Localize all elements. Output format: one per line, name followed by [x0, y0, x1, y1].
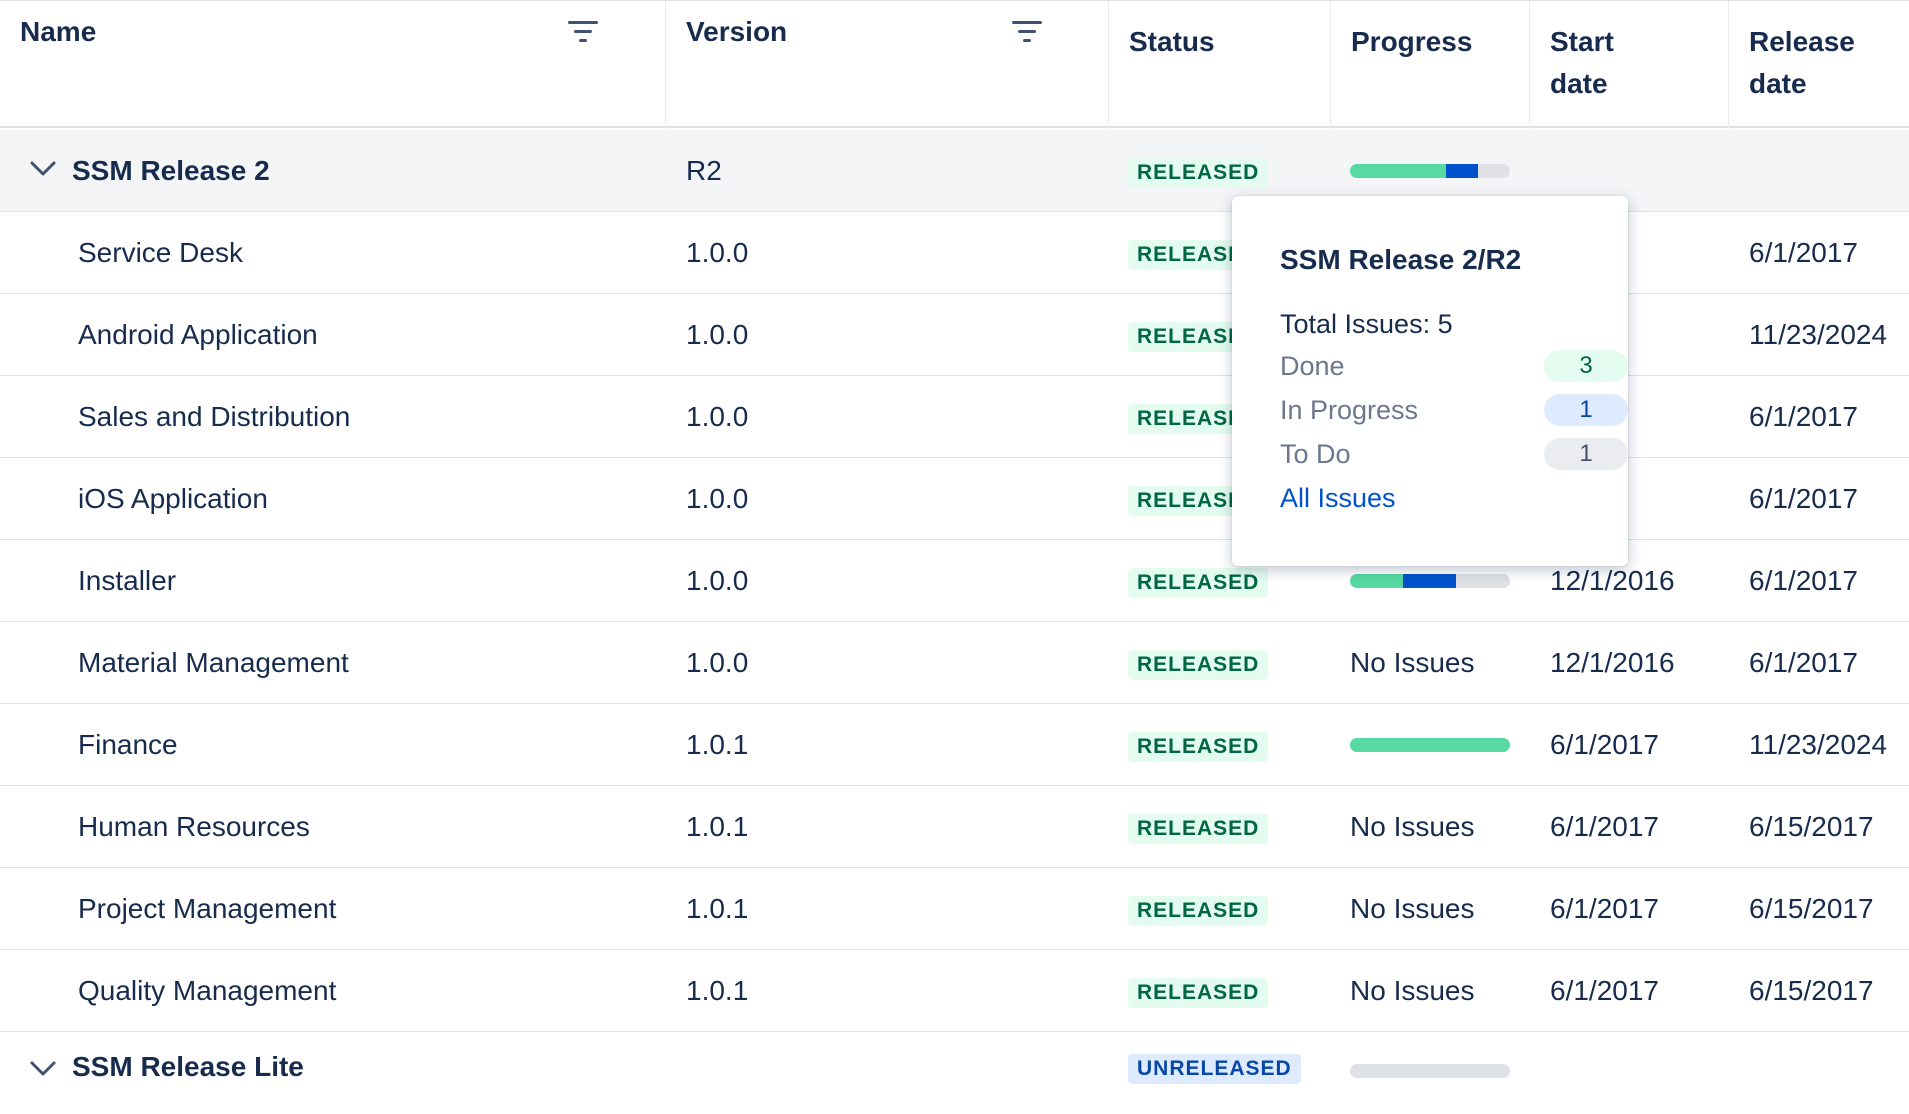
version-number: 1.0.0	[686, 483, 749, 514]
table-row[interactable]: Quality Management 1.0.1 RELEASED No Iss…	[0, 950, 1909, 1032]
status-badge: RELEASED	[1128, 130, 1269, 212]
release-date: 6/1/2017	[1749, 647, 1858, 678]
release-date: 6/1/2017	[1749, 237, 1858, 268]
table-row[interactable]: Installer 1.0.0 RELEASED 12/1/2016 6/1/2…	[0, 540, 1909, 622]
release-date: 6/15/2017	[1749, 975, 1874, 1006]
table-row[interactable]: Material Management 1.0.0 RELEASED No Is…	[0, 622, 1909, 704]
chevron-down-icon[interactable]	[28, 154, 58, 184]
column-header-start-date[interactable]: Start date	[1529, 1, 1728, 129]
filter-icon[interactable]	[1012, 19, 1042, 45]
popup-title: SSM Release 2/R2	[1280, 244, 1522, 275]
start-date: 6/1/2017	[1550, 893, 1659, 924]
progress-popup: SSM Release 2/R2 Total Issues: 5 Done 3 …	[1232, 196, 1628, 566]
column-header-version[interactable]: Version	[665, 1, 1108, 129]
progress-done-segment	[1350, 738, 1510, 752]
popup-in-progress-row: In Progress 1	[1280, 392, 1628, 428]
version-number: 1.0.1	[686, 975, 749, 1006]
version-name[interactable]: Android Application	[78, 319, 318, 350]
start-date: 6/1/2017	[1550, 975, 1659, 1006]
start-date: 6/1/2017	[1550, 729, 1659, 760]
version-number: 1.0.0	[686, 319, 749, 350]
progress-done-segment	[1350, 164, 1446, 178]
status-badge: RELEASED	[1128, 786, 1269, 868]
progress-text: No Issues	[1350, 975, 1475, 1006]
release-date: 11/23/2024	[1749, 729, 1888, 760]
progress-text: No Issues	[1350, 647, 1475, 678]
version-name[interactable]: Quality Management	[78, 975, 337, 1006]
version-name[interactable]: Finance	[78, 729, 178, 760]
progress-bar[interactable]	[1350, 1064, 1510, 1078]
progress-bar[interactable]	[1350, 738, 1510, 752]
status-badge: RELEASED	[1128, 950, 1269, 1032]
popup-todo-row: To Do 1	[1280, 436, 1628, 472]
group-row[interactable]: SSM Release 2 R2 RELEASED	[0, 130, 1909, 212]
group-row[interactable]: SSM Release Lite UNRELEASED	[0, 1032, 1909, 1114]
version-name[interactable]: Project Management	[78, 893, 337, 924]
progress-bar[interactable]	[1350, 574, 1510, 588]
start-date: 12/1/2016	[1550, 565, 1675, 596]
start-date: 12/1/2016	[1550, 647, 1675, 678]
version-number: 1.0.0	[686, 401, 749, 432]
table-row[interactable]: Human Resources 1.0.1 RELEASED No Issues…	[0, 786, 1909, 868]
table-row[interactable]: Finance 1.0.1 RELEASED 6/1/2017 11/23/20…	[0, 704, 1909, 786]
version-name[interactable]: Installer	[78, 565, 177, 596]
progress-bar[interactable]	[1350, 164, 1510, 178]
column-header-release-date[interactable]: Release date	[1728, 1, 1909, 129]
popup-done-row: Done 3	[1280, 348, 1628, 384]
todo-count-badge: 1	[1544, 438, 1628, 470]
start-date: 6/1/2017	[1550, 811, 1659, 842]
done-label: Done	[1280, 351, 1345, 381]
status-badge: RELEASED	[1128, 540, 1269, 622]
group-name[interactable]: SSM Release Lite	[72, 1051, 304, 1082]
status-badge: RELEASED	[1128, 868, 1269, 950]
table-row[interactable]: Project Management 1.0.1 RELEASED No Iss…	[0, 868, 1909, 950]
progress-in-progress-segment	[1403, 574, 1456, 588]
release-date: 6/15/2017	[1749, 811, 1874, 842]
progress-text: No Issues	[1350, 811, 1475, 842]
column-header-status[interactable]: Status	[1108, 1, 1330, 129]
status-badge: UNRELEASED	[1128, 1026, 1301, 1108]
release-date: 11/23/2024	[1749, 319, 1888, 350]
in-progress-count-badge: 1	[1544, 394, 1628, 426]
progress-text: No Issues	[1350, 893, 1475, 924]
group-version: R2	[686, 155, 722, 186]
version-name[interactable]: iOS Application	[78, 483, 268, 514]
filter-icon[interactable]	[568, 19, 598, 45]
version-name[interactable]: Service Desk	[78, 237, 243, 268]
version-number: 1.0.0	[686, 647, 749, 678]
release-date: 6/1/2017	[1749, 483, 1858, 514]
todo-label: To Do	[1280, 439, 1351, 469]
chevron-down-icon[interactable]	[28, 1054, 58, 1084]
version-name[interactable]: Sales and Distribution	[78, 401, 351, 432]
done-count-badge: 3	[1544, 350, 1628, 382]
all-issues-link[interactable]: All Issues	[1280, 483, 1396, 513]
release-date: 6/1/2017	[1749, 565, 1858, 596]
progress-done-segment	[1350, 574, 1403, 588]
status-badge: RELEASED	[1128, 622, 1269, 704]
status-badge: RELEASED	[1128, 704, 1269, 786]
popup-total-issues: Total Issues: 5	[1280, 309, 1453, 339]
table-header: Name Version Status Progress Start date	[0, 0, 1909, 129]
column-header-name[interactable]: Name	[0, 1, 665, 129]
progress-in-progress-segment	[1446, 164, 1478, 178]
column-header-progress[interactable]: Progress	[1330, 1, 1529, 129]
version-number: 1.0.1	[686, 893, 749, 924]
version-number: 1.0.0	[686, 237, 749, 268]
version-number: 1.0.1	[686, 811, 749, 842]
in-progress-label: In Progress	[1280, 395, 1419, 425]
release-date: 6/15/2017	[1749, 893, 1874, 924]
version-name[interactable]: Material Management	[78, 647, 349, 678]
version-number: 1.0.1	[686, 729, 749, 760]
version-number: 1.0.0	[686, 565, 749, 596]
table-row[interactable]: Sales and Distribution 1.0.0 RELEASED 01…	[0, 376, 1909, 458]
version-name[interactable]: Human Resources	[78, 811, 310, 842]
release-date: 6/1/2017	[1749, 401, 1858, 432]
group-name[interactable]: SSM Release 2	[72, 155, 270, 186]
